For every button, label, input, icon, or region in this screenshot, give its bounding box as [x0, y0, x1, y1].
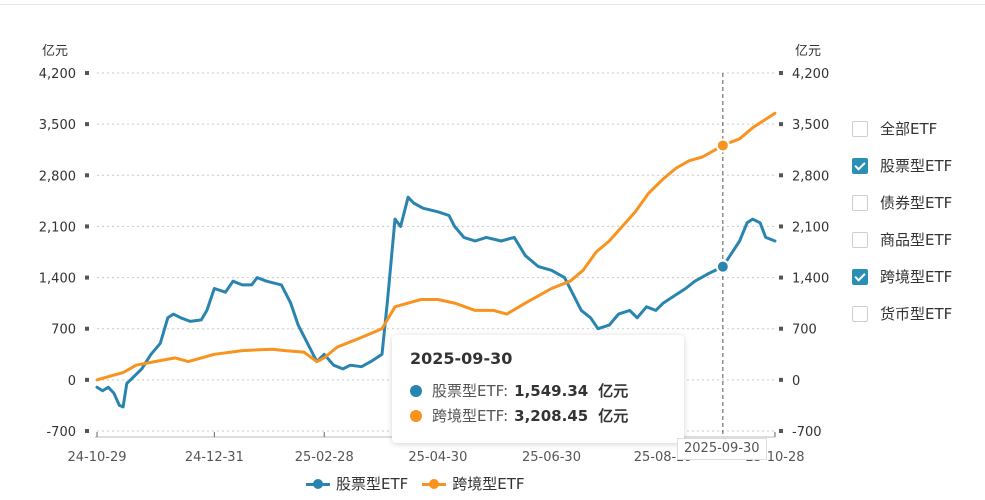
y-tick-label: 700: [792, 323, 817, 338]
y-tick-label: 1,400: [792, 272, 829, 287]
legend-item-bond-etf[interactable]: 债券型ETF: [852, 184, 952, 221]
y-tick-label: -700: [46, 425, 76, 440]
checkbox[interactable]: [852, 157, 868, 174]
y-tick-mark: [85, 326, 89, 331]
y-tick-mark: [779, 429, 783, 433]
x-pointer-label: 2025-09-30: [677, 438, 767, 460]
x-tick-label: 25-06-30: [522, 450, 581, 465]
series-line-stock-etf: [95, 195, 777, 409]
data-tooltip: 2025-09-30 股票型ETF: 1,549.34 亿元 跨境型ETF: 3…: [392, 335, 684, 443]
y-tick-label: 2,800: [39, 169, 76, 184]
highlight-point: [715, 138, 730, 153]
x-tick-label: 25-02-28: [295, 450, 354, 465]
y-tick-label: 700: [51, 323, 76, 338]
y-axis-right: 亿元 4,200 3,500 2,800 2,100 1,400 700 0 -700: [779, 44, 829, 440]
y-tick-mark: [779, 326, 783, 331]
legend-item-commodity-etf[interactable]: 商品型ETF: [852, 221, 952, 258]
series-line-crossborder-etf: [95, 111, 777, 382]
legend-item-stock-etf[interactable]: 股票型ETF: [306, 473, 408, 494]
y-unit-right: 亿元: [795, 44, 821, 59]
series-dot-icon: [410, 409, 422, 422]
crosshair: [715, 73, 730, 437]
legend-item-stock-etf[interactable]: 股票型ETF: [852, 147, 952, 184]
tooltip-row-stock: 股票型ETF: 1,549.34 亿元: [410, 378, 666, 403]
legend-item-crossborder-etf[interactable]: 跨境型ETF: [422, 473, 525, 494]
y-tick-mark: [779, 224, 783, 229]
y-tick-label: 2,100: [792, 220, 829, 235]
series-dot-icon: [410, 384, 422, 397]
y-axis-left: 亿元 4,200 3,500 2,800 2,100 1,400 700 0 -700: [39, 44, 89, 440]
y-tick-mark: [85, 122, 89, 127]
x-tick-label: 24-10-29: [67, 450, 126, 465]
y-tick-mark: [85, 377, 89, 382]
checkbox[interactable]: [852, 231, 868, 248]
y-tick-label: -700: [792, 425, 822, 440]
y-tick-mark: [779, 377, 783, 382]
checkbox[interactable]: [852, 194, 868, 211]
y-tick-label: 0: [792, 374, 800, 389]
y-tick-mark: [85, 173, 89, 178]
y-tick-mark: [85, 275, 89, 280]
y-tick-mark: [779, 275, 783, 280]
tooltip-row-crossborder: 跨境型ETF: 3,208.45 亿元: [410, 403, 666, 428]
y-tick-mark: [779, 122, 783, 127]
y-tick-label: 3,500: [792, 118, 829, 133]
y-tick-label: 2,800: [792, 169, 829, 184]
x-tick-label: 25-04-30: [408, 450, 467, 465]
line-marker-icon: [306, 478, 330, 490]
y-tick-mark: [779, 71, 783, 75]
legend-item-all-etf[interactable]: 全部ETF: [852, 110, 952, 147]
tooltip-date: 2025-09-30: [410, 349, 513, 368]
y-tick-label: 4,200: [792, 67, 829, 82]
series-layer: [95, 111, 777, 409]
y-tick-mark: [85, 71, 89, 75]
y-tick-mark: [779, 173, 783, 178]
y-tick-mark: [85, 429, 89, 433]
y-tick-label: 1,400: [39, 272, 76, 287]
series-filter-legend: 全部ETF 股票型ETF 债券型ETF 商品型ETF 跨境型ETF 货币型ETF: [852, 110, 952, 332]
checkbox[interactable]: [852, 268, 868, 285]
top-divider: [0, 4, 985, 5]
legend-item-crossborder-etf[interactable]: 跨境型ETF: [852, 258, 952, 295]
highlight-point: [715, 259, 730, 274]
x-tick-label: 24-12-31: [185, 450, 244, 465]
line-marker-icon: [422, 478, 447, 490]
y-tick-label: 2,100: [39, 220, 76, 235]
legend-item-money-etf[interactable]: 货币型ETF: [852, 295, 952, 332]
y-tick-label: 4,200: [39, 67, 76, 82]
y-tick-mark: [85, 224, 89, 229]
checkbox[interactable]: [852, 305, 868, 322]
y-unit-left: 亿元: [42, 44, 68, 59]
bottom-legend: 股票型ETF 跨境型ETF: [306, 473, 539, 494]
checkbox[interactable]: [852, 120, 868, 137]
y-tick-label: 0: [68, 374, 76, 389]
y-tick-label: 3,500: [39, 118, 76, 133]
